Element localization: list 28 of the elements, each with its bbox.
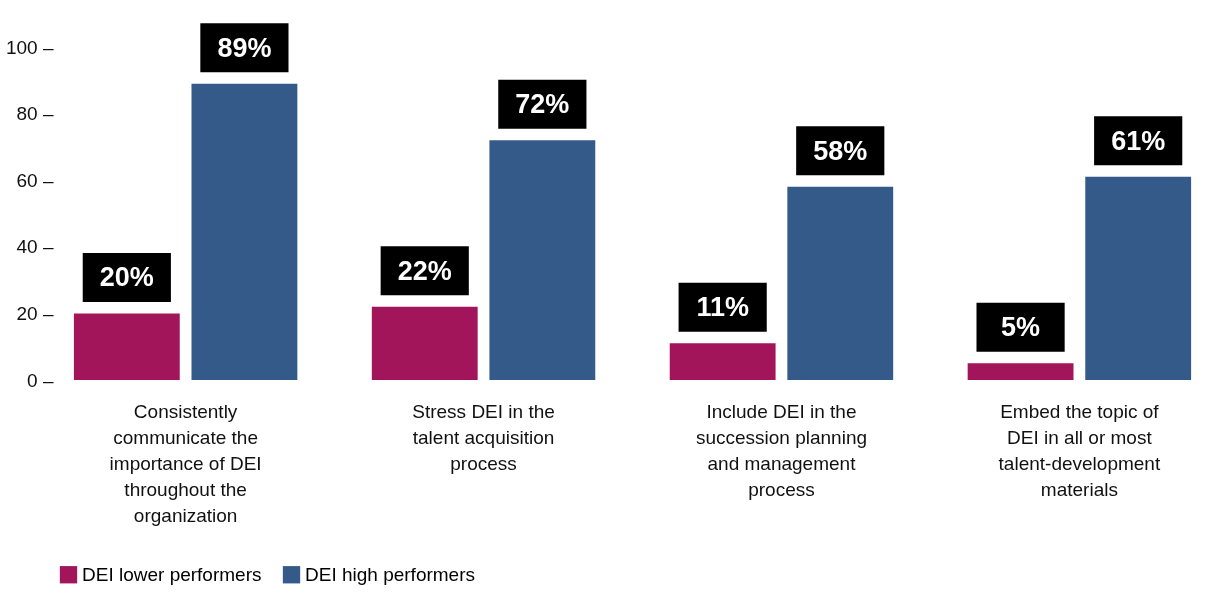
data-label: 61% <box>1111 125 1166 156</box>
bar <box>489 140 596 380</box>
bar <box>787 186 894 380</box>
x-tick-label: Include DEI in the succession planning and management process <box>695 400 868 500</box>
x-tick-label: Embed the topic of DEI in all or most talent-development materials <box>998 400 1161 500</box>
data-label: 89% <box>217 32 272 63</box>
y-tick-label: 40 – <box>16 236 54 258</box>
data-label: 22% <box>397 255 452 286</box>
bar <box>191 83 298 380</box>
x-tick-label: Stress DEI in the talent acquisition process <box>412 400 555 474</box>
bar <box>73 313 180 380</box>
y-tick-label: 60 – <box>16 169 54 191</box>
y-tick-label: 100 – <box>5 36 54 58</box>
data-label: 72% <box>515 89 570 120</box>
data-label: 11% <box>696 292 749 323</box>
data-label: 58% <box>813 135 868 166</box>
y-tick-label: 20 – <box>16 302 54 324</box>
bar <box>1085 176 1192 380</box>
x-tick-label: Consistently communicate the importance of DEI throughout the organization <box>109 400 262 526</box>
legend-label: DEI high performers <box>305 563 476 585</box>
bar <box>669 343 776 380</box>
data-label: 20% <box>99 262 154 293</box>
bar <box>967 363 1074 380</box>
bar <box>371 306 478 380</box>
legend-label: DEI lower performers <box>82 563 262 585</box>
y-tick-label: 0 – <box>27 369 54 391</box>
y-tick-label: 80 – <box>16 103 54 125</box>
data-label: 5% <box>1001 312 1041 343</box>
